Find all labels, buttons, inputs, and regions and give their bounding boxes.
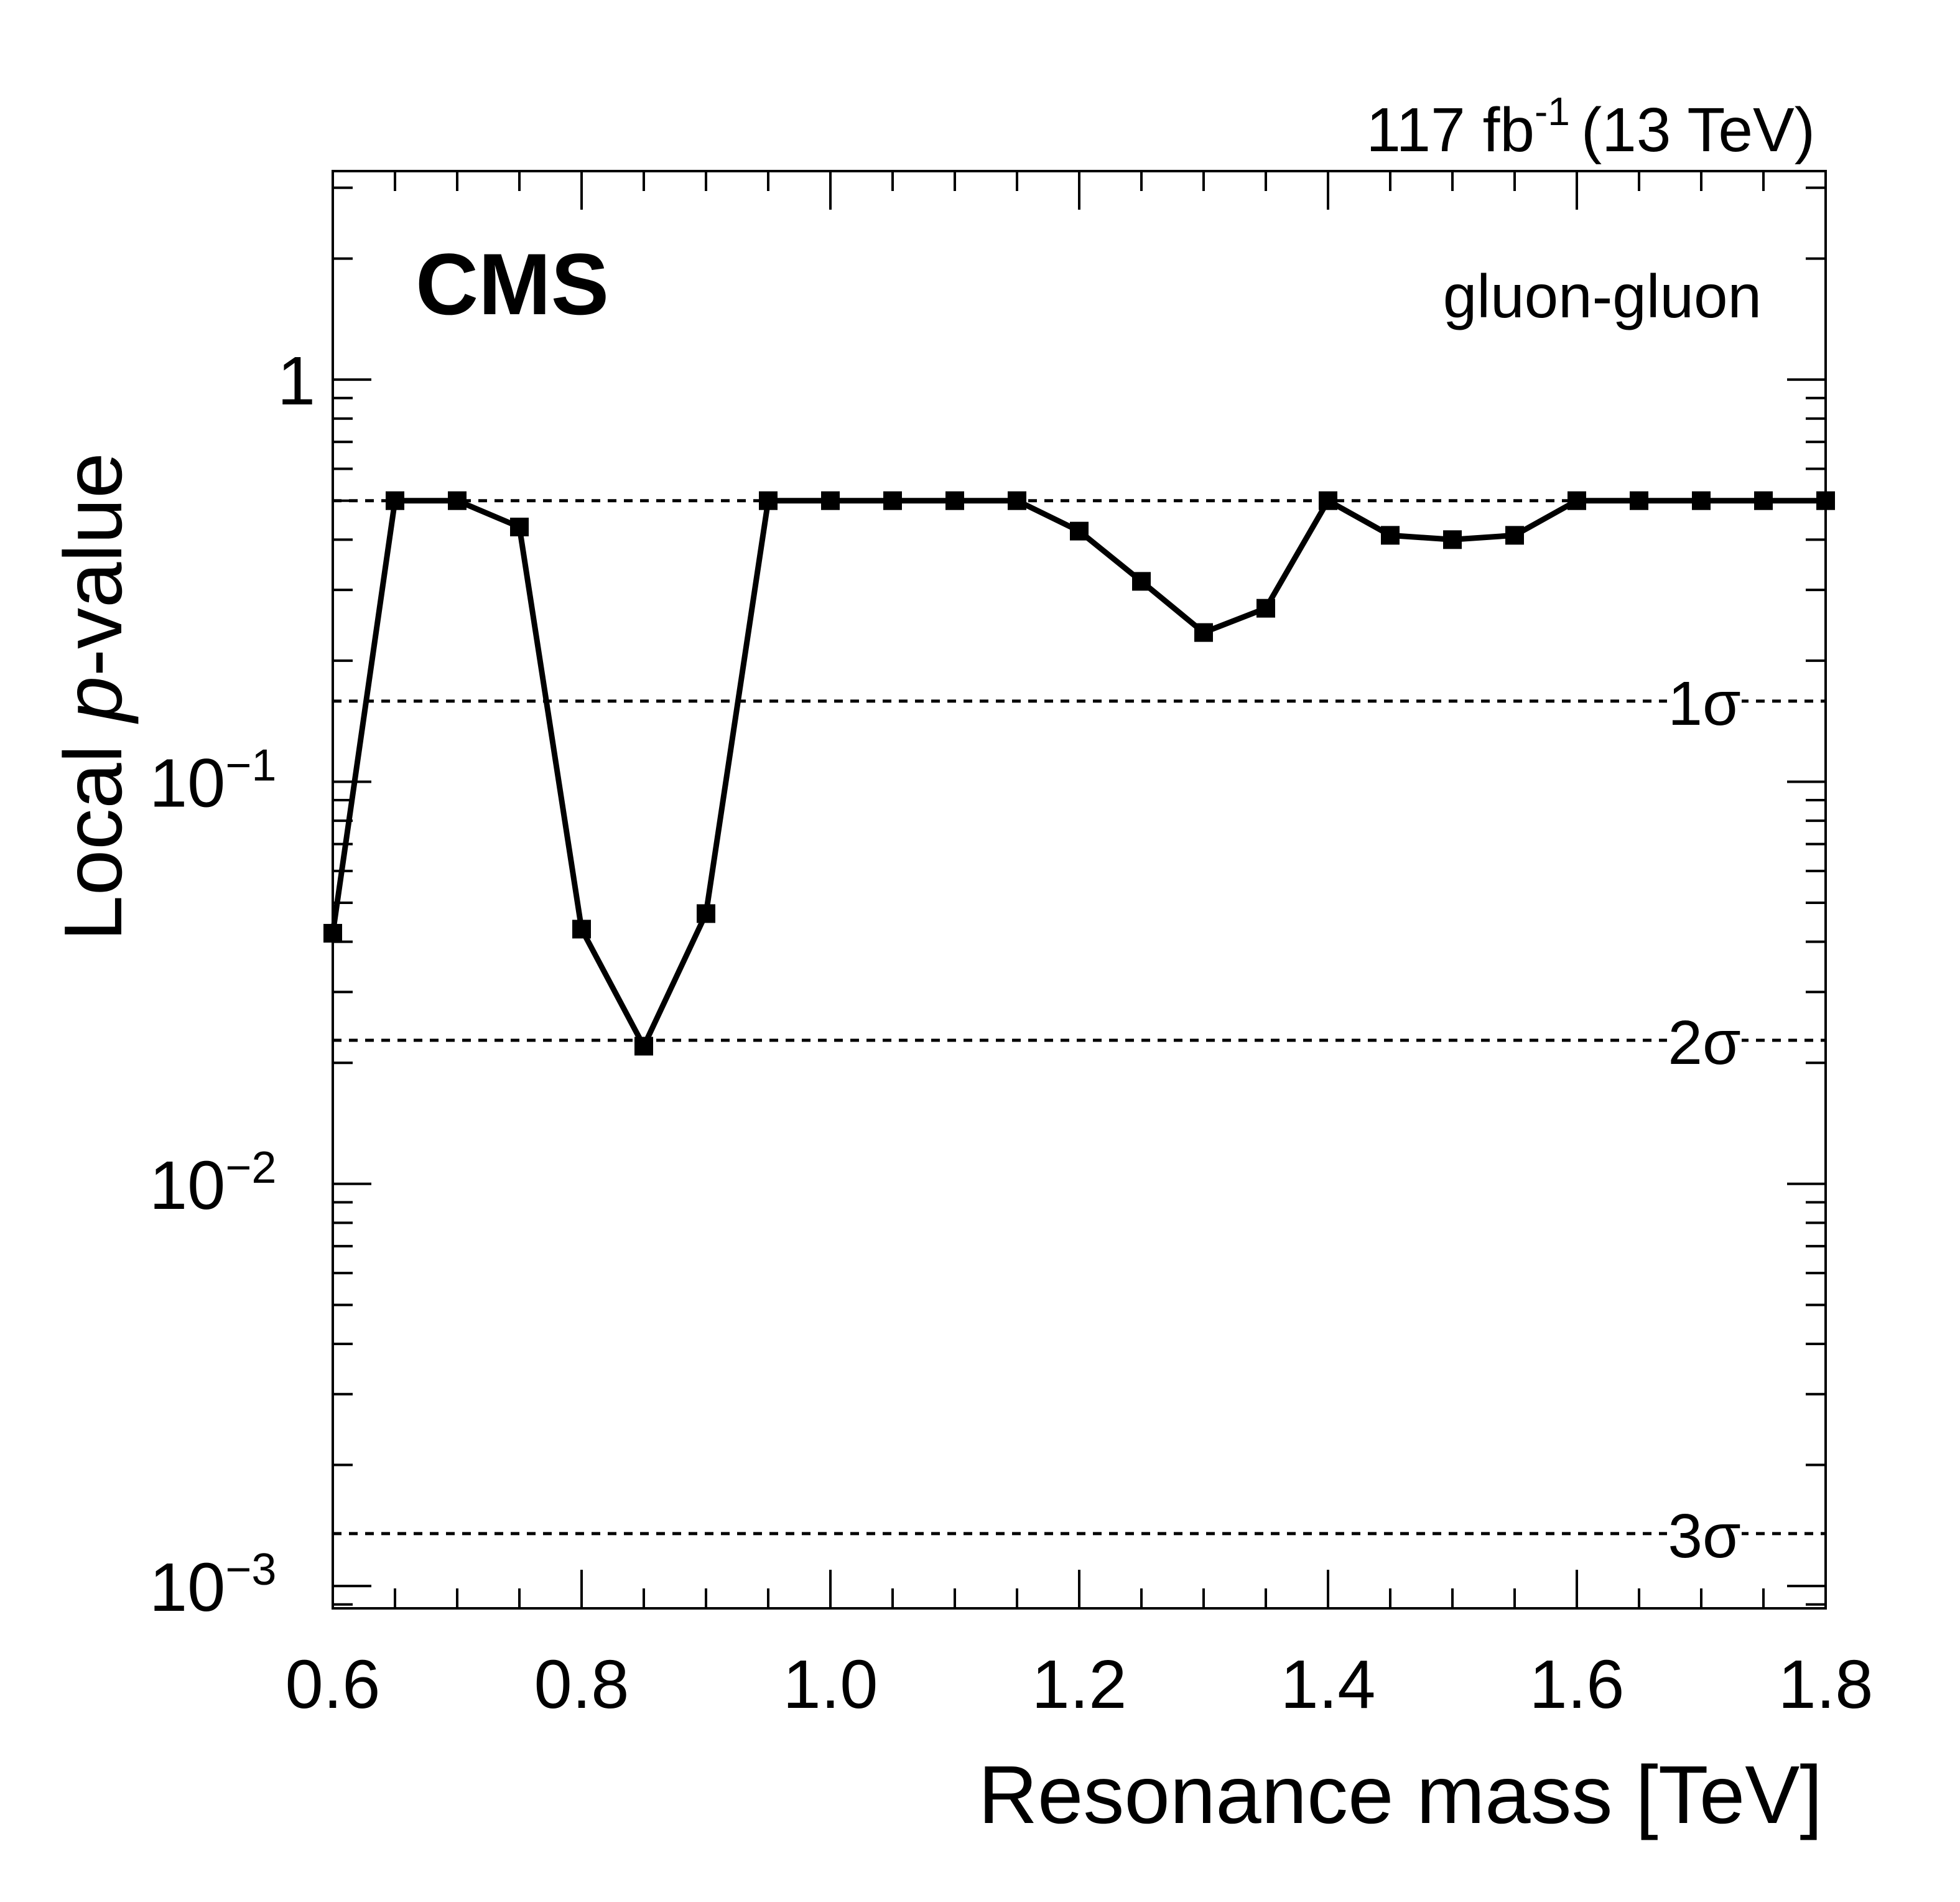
y-tick-label: 10−2: [149, 1143, 276, 1224]
data-point-marker: [1568, 491, 1586, 510]
lumi-exponent: -1: [1535, 89, 1570, 134]
plot-frame: [332, 170, 1827, 1610]
sigma-label: 1σ: [1668, 669, 1740, 739]
x-axis-label: Resonance mass [TeV]: [978, 1749, 1823, 1840]
process-annotation: gluon-gluon: [1443, 262, 1762, 330]
y-tick-base: 10: [149, 1549, 225, 1626]
data-point-marker: [1630, 491, 1648, 510]
data-point-marker: [883, 491, 902, 510]
y-axis-label-italic: p: [47, 676, 139, 724]
data-point-marker: [1319, 491, 1337, 510]
y-tick-base: 10: [149, 745, 225, 821]
data-point-marker: [945, 491, 964, 510]
lumi-value: 117 fb: [1366, 95, 1535, 165]
y-tick-exponent: −1: [225, 740, 276, 790]
x-tick-label: 1.2: [1032, 1646, 1127, 1723]
data-point-marker: [510, 518, 529, 537]
y-tick-labels: 10−310−210−11: [149, 343, 315, 1626]
y-tick-exponent: −3: [225, 1545, 276, 1595]
y-tick-label: 10−3: [149, 1545, 276, 1626]
data-point-marker: [448, 491, 467, 510]
x-tick-label: 1.0: [783, 1646, 878, 1723]
lumi-label: 117 fb-1 (13 TeV): [1366, 89, 1815, 165]
data-point-marker: [1256, 599, 1275, 618]
y-axis-label-suffix: -value: [47, 452, 139, 676]
data-point-marker: [572, 920, 591, 939]
x-tick-label: 1.8: [1778, 1646, 1874, 1723]
x-tick-label: 1.6: [1530, 1646, 1625, 1723]
sigma-label-bg: [1667, 666, 1742, 726]
cms-label: CMS: [416, 235, 609, 333]
data-point-marker: [1692, 491, 1711, 510]
data-point-marker: [1008, 491, 1026, 510]
y-tick-label: 1: [277, 343, 315, 419]
energy-label: (13 TeV): [1581, 95, 1815, 165]
data-point-marker: [697, 904, 715, 923]
data-point-marker: [634, 1037, 653, 1056]
data-point-marker: [1132, 572, 1151, 591]
data-point-marker: [386, 491, 404, 510]
sigma-label-bg: [1667, 1006, 1742, 1066]
data-point-marker: [821, 491, 840, 510]
y-tick-label: 10−1: [149, 740, 276, 821]
x-tick-label: 0.6: [286, 1646, 381, 1723]
x-tick-labels: 0.6 0.8 1.0 1.2 1.4 1.6 1.8: [286, 1646, 1874, 1723]
data-point-marker: [1381, 526, 1400, 545]
data-point-marker: [1070, 521, 1089, 541]
y-tick-exponent: −2: [225, 1143, 276, 1193]
x-tick-label: 0.8: [534, 1646, 629, 1723]
sigma-label-bg: [1667, 1499, 1742, 1559]
sigma-label: 2σ: [1668, 1008, 1740, 1078]
y-axis-label: Local p-value: [47, 452, 139, 941]
data-point-marker: [1443, 530, 1462, 549]
y-tick-base: 10: [149, 1147, 225, 1224]
sigma-reference-lines: 1σ 2σ 3σ: [333, 499, 1826, 1571]
x-tick-label: 1.4: [1281, 1646, 1376, 1723]
y-axis-label-prefix: Local: [47, 722, 139, 941]
data-point-marker: [1754, 491, 1773, 510]
sigma-label: 3σ: [1668, 1501, 1740, 1571]
data-point-marker: [1505, 526, 1524, 545]
data-point-marker: [1194, 623, 1213, 642]
data-point-marker: [759, 491, 778, 510]
